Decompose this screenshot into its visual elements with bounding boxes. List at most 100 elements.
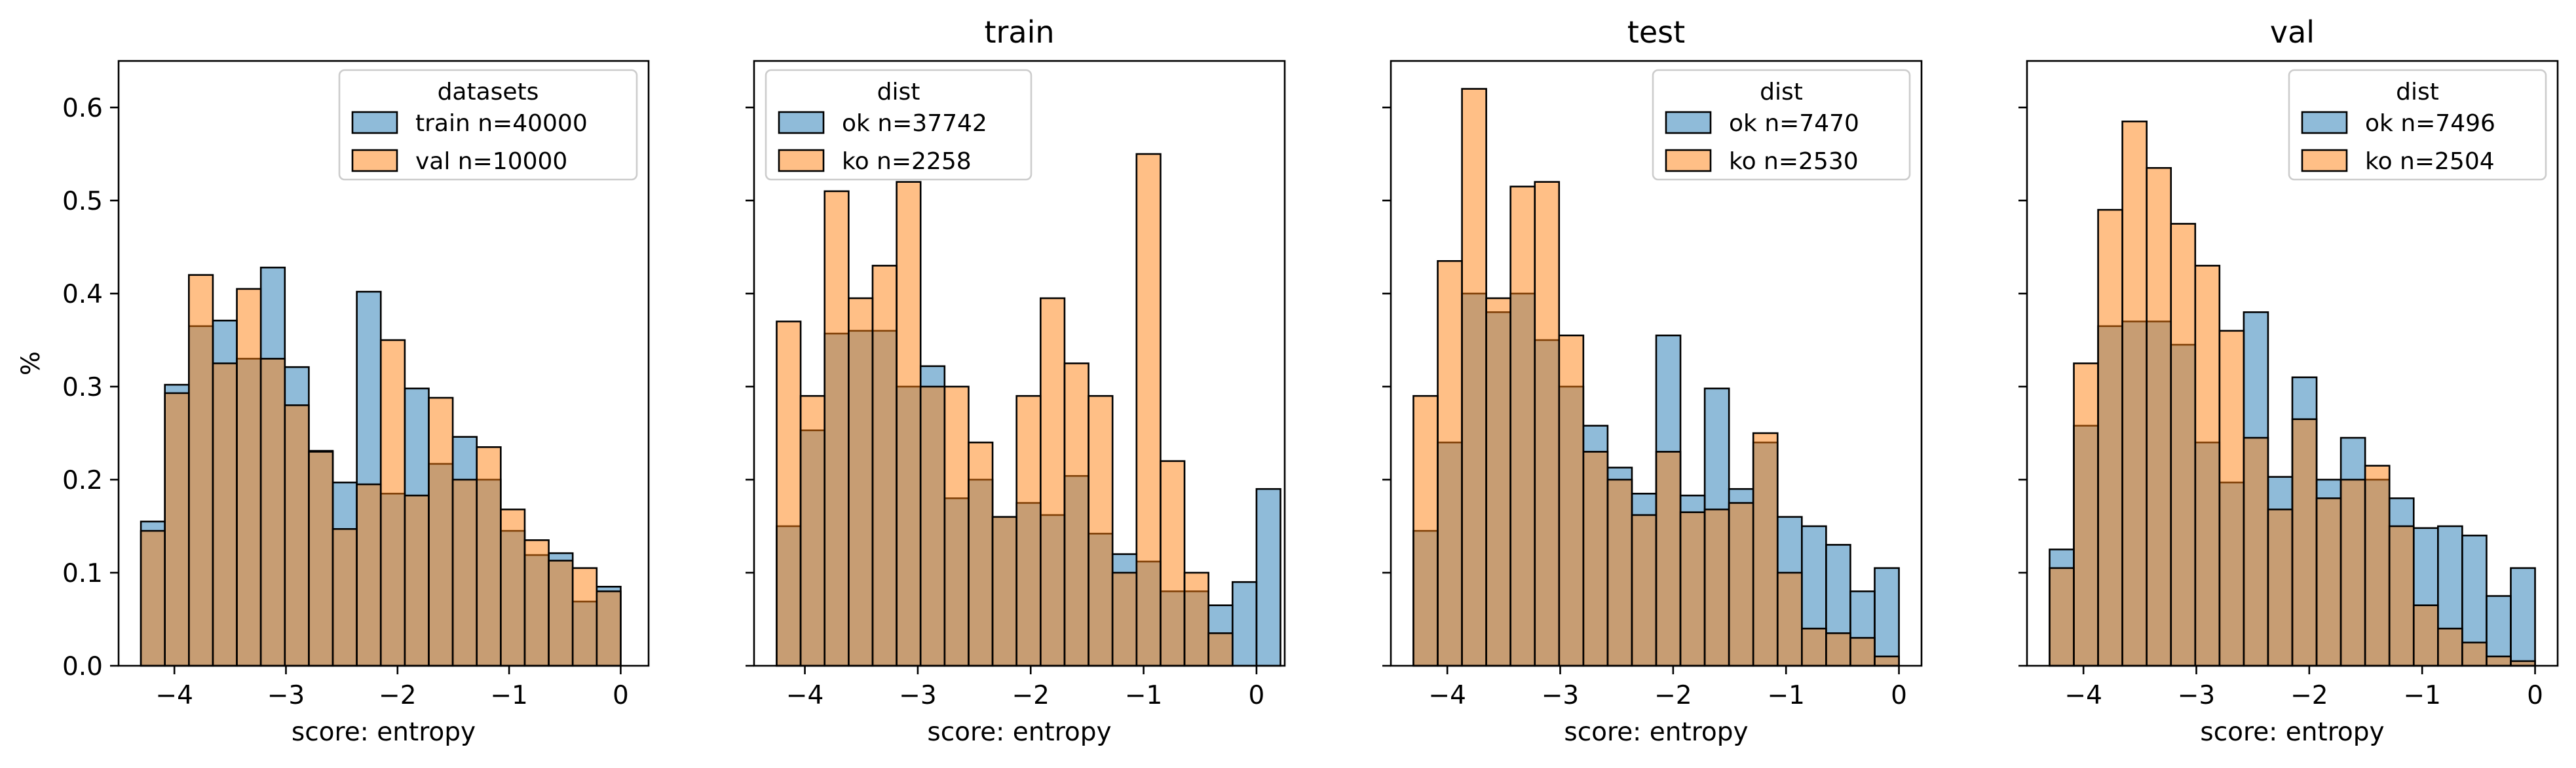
- histogram-bar: [1412, 394, 1439, 667]
- histogram-bar: [2291, 418, 2318, 667]
- y-axis-label: %: [16, 351, 46, 375]
- legend-swatch: [1665, 111, 1712, 134]
- y-tick-label: 0.3: [62, 373, 103, 402]
- legend-entry: ko n=2258: [842, 148, 972, 175]
- x-tick-label: −3: [899, 681, 937, 710]
- x-tick-label: −2: [379, 681, 417, 710]
- histogram-bar: [2097, 208, 2123, 667]
- legend: dist ok n=7496 ko n=2504: [2288, 69, 2547, 181]
- legend-swatch: [2301, 111, 2348, 134]
- histogram-bar: [871, 265, 898, 667]
- histogram-bar: [1655, 451, 1682, 667]
- histogram-bar: [1135, 153, 1162, 667]
- legend: dist ok n=37742 ko n=2258: [765, 69, 1032, 181]
- legend-swatch: [351, 149, 398, 172]
- legend-title: dist: [2396, 79, 2439, 106]
- panel-title: train: [984, 14, 1054, 50]
- legend-swatch: [351, 111, 398, 134]
- legend-box: [765, 69, 1032, 181]
- x-tick-label: −1: [2403, 681, 2441, 710]
- histogram-bar: [1255, 488, 1281, 667]
- legend-entry: val n=10000: [415, 148, 567, 175]
- x-tick-label: 0: [2527, 681, 2543, 710]
- axes-frame: [1390, 60, 1923, 667]
- histogram-bar: [1437, 259, 1463, 667]
- x-tick-label: −1: [490, 681, 528, 710]
- panel-title: test: [1627, 14, 1685, 50]
- y-tick-label: 0.1: [62, 559, 103, 588]
- histogram-bar: [428, 396, 454, 667]
- histogram-bar: [991, 516, 1017, 667]
- histogram-bar: [2073, 362, 2099, 667]
- x-axis-label: score: entropy: [927, 718, 1111, 747]
- axes-frame: [753, 60, 1286, 667]
- histogram-bar: [2194, 265, 2221, 667]
- histogram-bar: [1849, 637, 1876, 667]
- histogram-bar: [2146, 166, 2172, 667]
- histogram-bar: [1631, 514, 1657, 667]
- histogram-bar: [919, 385, 946, 667]
- histogram-bar: [2364, 465, 2391, 667]
- histogram-bar: [2388, 525, 2415, 667]
- legend: datasets train n=40000 val n=10000: [338, 69, 638, 181]
- histogram-bar: [2218, 330, 2245, 667]
- x-tick-label: −3: [1542, 681, 1580, 710]
- panel-2: −4 −3 −2 −1 0 score: entropy train dist ok n=377…: [746, 14, 1286, 747]
- x-tick-label: −4: [1428, 681, 1466, 710]
- histogram-bar: [2339, 478, 2366, 667]
- histogram-bar: [2510, 567, 2536, 667]
- histogram-bar: [2170, 223, 2197, 667]
- histogram-bar: [1040, 297, 1066, 667]
- histogram-bar: [596, 590, 622, 667]
- legend-title: dist: [1760, 79, 1803, 106]
- histogram-bar: [1606, 478, 1633, 667]
- panel-title: val: [2270, 14, 2315, 50]
- histogram-bar: [284, 404, 310, 667]
- x-axis-label: score: entropy: [2200, 718, 2384, 747]
- histogram-bar: [1776, 571, 1803, 667]
- legend-swatch: [778, 149, 825, 172]
- legend-entry: train n=40000: [415, 110, 588, 137]
- histogram-bar: [548, 560, 574, 667]
- histogram-bar: [212, 362, 238, 667]
- histogram-bar: [259, 358, 286, 667]
- legend-entry: ko n=2530: [1729, 148, 1859, 175]
- histogram-bar: [1485, 297, 1511, 667]
- histogram-bar: [1160, 460, 1186, 667]
- histogram-bar: [451, 478, 478, 667]
- histogram-bar: [776, 320, 802, 667]
- histogram-bar: [2486, 595, 2512, 667]
- histogram-bar: [164, 392, 190, 667]
- x-tick-label: 0: [613, 681, 629, 710]
- histogram-bar: [2437, 627, 2463, 667]
- x-tick-label: −2: [1654, 681, 1692, 710]
- histogram-bar: [1461, 88, 1487, 667]
- histogram-bar: [236, 288, 262, 667]
- histogram-bar: [1679, 511, 1706, 667]
- legend-box: [1652, 69, 1911, 181]
- histogram-bar: [1874, 655, 1900, 667]
- histogram-bar: [799, 394, 826, 667]
- histogram-bar: [2049, 567, 2075, 667]
- y-tick-label: 0.0: [62, 652, 103, 682]
- panel-3: −4 −3 −2 −1 0 score: entropy test dist ok n=7470…: [1382, 14, 1923, 747]
- axes-frame: [117, 60, 650, 667]
- histogram-bar: [1183, 571, 1209, 667]
- histogram-bar: [140, 529, 166, 667]
- histogram-bar: [2486, 655, 2512, 667]
- x-tick-label: −3: [267, 681, 305, 710]
- series-orange-bars: [2049, 121, 2536, 667]
- histogram-bar: [1825, 632, 1851, 667]
- legend-entry: ok n=37742: [842, 110, 987, 137]
- series-orange-bars: [140, 274, 622, 667]
- histogram-bar: [1088, 394, 1114, 667]
- x-axis-label: score: entropy: [1564, 718, 1748, 747]
- histogram-bar: [2461, 642, 2488, 667]
- legend-box: [338, 69, 638, 181]
- x-tick-label: −4: [2064, 681, 2102, 710]
- x-tick-label: −4: [786, 681, 824, 710]
- x-tick-label: 0: [1249, 681, 1265, 710]
- histogram-bar: [2315, 497, 2342, 667]
- legend-swatch: [778, 111, 825, 134]
